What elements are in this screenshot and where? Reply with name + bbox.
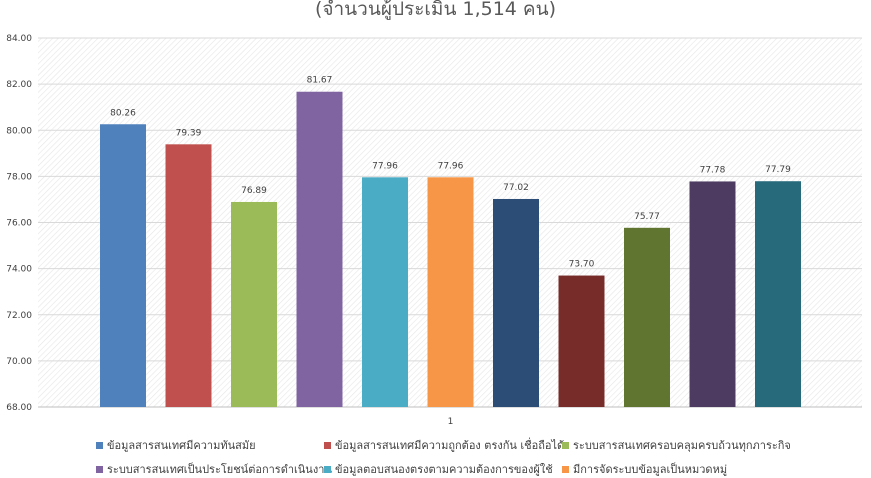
data-label: 73.70 bbox=[569, 260, 595, 270]
bar bbox=[296, 91, 343, 407]
y-tick-label: 68.00 bbox=[6, 403, 32, 413]
y-tick-label: 80.00 bbox=[6, 126, 32, 136]
legend-item: ระบบสารสนเทศครอบคลุมครบถ้วนทุกภาระกิจ bbox=[562, 436, 842, 454]
legend-label: ข้อมูลสารสนเทศมีความถูกต้อง ตรงกัน เชื่อ… bbox=[335, 439, 565, 452]
legend: ข้อมูลสารสนเทศมีความทันสมัย ข้อมูลสารสนเท… bbox=[96, 436, 856, 478]
y-tick-label: 72.00 bbox=[6, 311, 32, 321]
y-tick-label: 84.00 bbox=[6, 34, 32, 44]
legend-swatch bbox=[324, 441, 331, 449]
y-tick-label: 74.00 bbox=[6, 265, 32, 275]
data-label: 77.79 bbox=[765, 165, 791, 175]
bar bbox=[624, 227, 670, 407]
bar bbox=[689, 181, 736, 407]
legend-item: มีการจัดระบบข้อมูลเป็นหมวดหมู่ bbox=[562, 460, 842, 478]
x-axis: 1 bbox=[448, 417, 454, 427]
data-labels: 80.26 79.39 76.89 81.67 77.96 77.96 77.02 73.70… bbox=[110, 76, 791, 270]
y-tick-label: 76.00 bbox=[6, 219, 32, 229]
data-label: 80.26 bbox=[110, 108, 136, 118]
bar bbox=[755, 181, 801, 407]
bar bbox=[558, 275, 605, 407]
bar bbox=[362, 177, 408, 407]
legend-label: ระบบสารสนเทศเป็นประโยชน์ต่อการดำเนินงาน bbox=[107, 463, 332, 476]
chart-title: (จำนวนผู้ประเมิน 1,514 คน) bbox=[314, 0, 557, 20]
data-label: 77.96 bbox=[372, 161, 398, 171]
data-label: 77.02 bbox=[503, 183, 529, 193]
legend-swatch bbox=[96, 441, 103, 449]
legend-label: ข้อมูลสารสนเทศมีความทันสมัย bbox=[107, 439, 256, 452]
data-label: 76.89 bbox=[241, 186, 267, 196]
bar bbox=[165, 144, 212, 408]
bar bbox=[231, 201, 277, 407]
bar bbox=[493, 198, 539, 407]
bar bbox=[100, 124, 146, 407]
legend-item: ข้อมูลสารสนเทศมีความทันสมัย bbox=[96, 436, 324, 454]
legend-item: ข้อมูลสารสนเทศมีความถูกต้อง ตรงกัน เชื่อ… bbox=[324, 436, 565, 454]
bars bbox=[100, 91, 801, 408]
y-tick-label: 82.00 bbox=[6, 80, 32, 90]
data-label: 77.96 bbox=[438, 161, 464, 171]
bar bbox=[427, 177, 474, 407]
legend-item: ข้อมูลตอบสนองตรงตามความต้องการของผู้ใช้ bbox=[324, 460, 562, 478]
data-label: 75.77 bbox=[634, 212, 660, 222]
legend-label: ระบบสารสนเทศครอบคลุมครบถ้วนทุกภาระกิจ bbox=[573, 439, 791, 452]
data-label: 79.39 bbox=[176, 128, 202, 138]
legend-label: มีการจัดระบบข้อมูลเป็นหมวดหมู่ bbox=[573, 463, 728, 476]
legend-swatch bbox=[96, 465, 103, 473]
category-label: 1 bbox=[448, 417, 454, 427]
data-label: 81.67 bbox=[307, 76, 333, 86]
y-tick-label: 70.00 bbox=[6, 357, 32, 367]
legend-label: ข้อมูลตอบสนองตรงตามความต้องการของผู้ใช้ bbox=[335, 463, 553, 476]
legend-swatch bbox=[562, 441, 569, 449]
legend-item: ระบบสารสนเทศเป็นประโยชน์ต่อการดำเนินงาน bbox=[96, 460, 332, 478]
legend-swatch bbox=[324, 465, 331, 473]
y-tick-label: 78.00 bbox=[6, 172, 32, 182]
legend-swatch bbox=[562, 465, 569, 473]
data-label: 77.78 bbox=[700, 165, 726, 175]
